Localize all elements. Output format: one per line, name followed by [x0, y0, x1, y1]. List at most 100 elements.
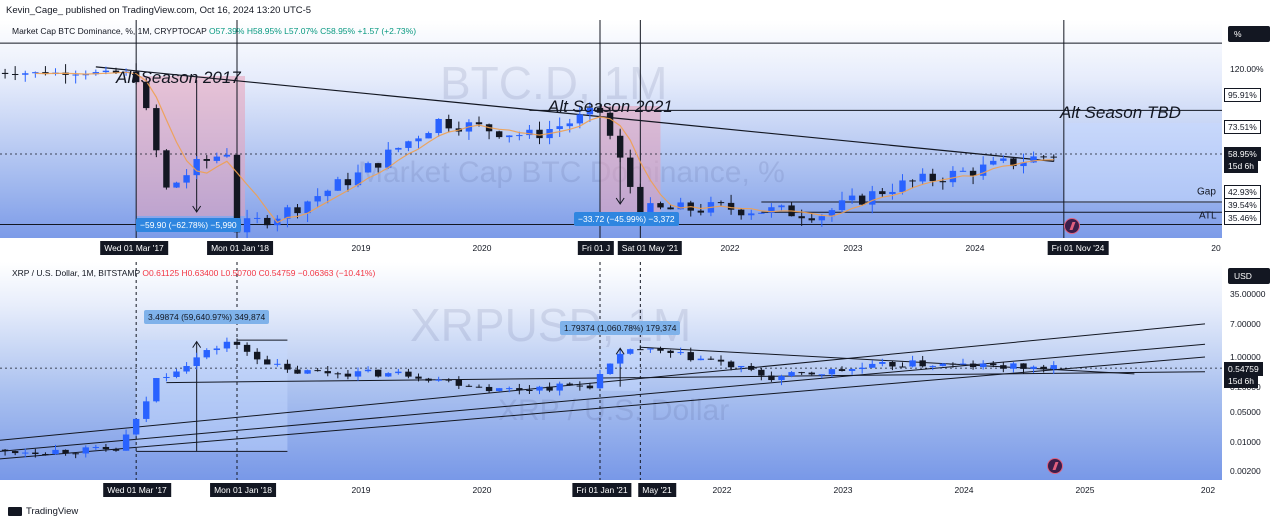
btc-candle-body [899, 180, 906, 192]
xrp-candle-body [22, 452, 29, 454]
btc-candle-body [939, 181, 947, 183]
xrp-candle-body [707, 358, 715, 360]
xrp-candle-body [929, 365, 936, 367]
xrp-candle-body [879, 362, 886, 364]
annotation-alt-season-tbd[interactable]: Alt Season TBD [1060, 103, 1181, 122]
btc-time-axis[interactable]: Wed 01 Mar '17 Mon 01 Jan '18 2019 2020 … [0, 238, 1222, 258]
xrp-candle-body [92, 446, 100, 448]
btc-countdown: 15d 6h [1224, 159, 1258, 173]
xrp-candle-body [374, 369, 382, 377]
xrp-candle-body [314, 370, 321, 372]
btc-xtick-nov24: Fri 01 Nov '24 [1047, 241, 1109, 255]
xrp-candle-body [395, 371, 402, 374]
annotation-alt-season-2021[interactable]: Alt Season 2021 [548, 97, 673, 116]
btc-measure-2017[interactable]: −59.90 (−62.78%) −5,990 [136, 218, 241, 232]
footer-brand: TradingView [26, 506, 79, 517]
xrp-candle-body [697, 358, 705, 361]
btc-symbol: Market Cap BTC Dominance, %, 1M, CRYPTOC… [12, 26, 207, 36]
btc-candle-body [818, 216, 826, 221]
annotation-alt-season-2017[interactable]: Alt Season 2017 [116, 68, 241, 87]
xrp-candle-body [233, 341, 241, 345]
btc-measure-2021[interactable]: −33.72 (−45.99%) −3,372 [574, 212, 679, 226]
btc-candle-body [566, 123, 573, 127]
xrp-candle-body [163, 376, 170, 379]
btc-candle-body [475, 122, 483, 125]
xrp-candle-body [455, 379, 463, 386]
xrp-candle-body [889, 362, 896, 367]
btc-measure-arrowhead-2021 [615, 197, 625, 205]
xrp-candle-body [425, 378, 432, 381]
btc-unit-button[interactable]: % [1228, 26, 1270, 42]
xrp-unit-button[interactable]: USD [1228, 268, 1270, 284]
btc-dominance-pane[interactable]: BTC.D, 1M Market Cap BTC Dominance, % Ma… [0, 20, 1280, 258]
xrp-ytick-001: 0.01000 [1230, 437, 1261, 447]
xrp-candle-body [627, 349, 634, 354]
xrp-candle-body [274, 363, 281, 365]
publisher-header: Kevin_Cage_ published on TradingView.com… [6, 5, 312, 16]
xrp-measure-2017[interactable]: 3.49874 (59,640.97%) 349,874 [144, 310, 270, 324]
xrp-candle-body [869, 363, 876, 368]
xrp-support-line [166, 371, 1206, 384]
xrp-time-axis[interactable]: Wed 01 Mar '17 Mon 01 Jan '18 2019 2020 … [0, 480, 1222, 500]
xrp-candle-body [536, 386, 543, 391]
btc-candle-body [395, 147, 402, 150]
xrp-watermark-name: XRP / U.S. Dollar [498, 394, 730, 427]
btc-chart-svg[interactable] [0, 20, 1222, 258]
xrp-candle-body [445, 379, 452, 381]
xrp-legend: XRP / U.S. Dollar, 1M, BITSTAMP O0.61125… [12, 268, 375, 278]
btc-candle-body [889, 191, 896, 195]
btc-candle-body [213, 156, 221, 161]
xrp-candle-body [415, 376, 422, 379]
xrp-candle-body [576, 385, 584, 387]
btc-candle-body [132, 71, 140, 83]
xrp-chart-svg[interactable] [0, 262, 1222, 500]
xrp-measure-2021[interactable]: 1.79374 (1,060.78%) 179,374 [560, 321, 681, 335]
btc-candle-body [758, 212, 765, 214]
btc-candle-body [364, 163, 372, 173]
xrp-candle-body [758, 369, 765, 376]
btc-candle-body [1030, 156, 1037, 163]
xrp-candle-body [243, 344, 251, 352]
xrp-candle-body [526, 389, 533, 391]
xrp-candle-body [506, 388, 513, 390]
xrpusd-pane[interactable]: XRPUSD, 1M XRP / U.S. Dollar XRP / U.S. … [0, 262, 1280, 500]
btc-watermark-name: Market Cap BTC Dominance, % [358, 156, 785, 189]
btc-xtick-20: 20 [1211, 243, 1221, 253]
btc-candle-body [243, 218, 251, 233]
xrp-candle-body [183, 366, 190, 372]
btc-candle-body [536, 129, 543, 139]
xrp-event-icon[interactable] [1047, 458, 1063, 474]
xrp-candle-body [485, 386, 493, 392]
btc-candle-body [1010, 158, 1017, 167]
btc-candle-body [253, 217, 261, 219]
btc-open: O57.39% [209, 26, 245, 36]
btc-candle-body [990, 160, 997, 165]
xrp-candle-body [1030, 366, 1037, 369]
xrp-candle-body [586, 385, 594, 389]
btc-candle-body [415, 138, 422, 142]
xrp-low: L0.50700 [220, 268, 257, 278]
btc-candle-body [909, 180, 916, 182]
btc-candle-body [344, 179, 352, 186]
btc-candle-body [506, 135, 513, 138]
xrp-xtick-2020: 2020 [472, 485, 492, 495]
btc-candle-body [143, 82, 150, 109]
btc-candle-body [798, 216, 805, 219]
btc-candle-body [869, 191, 876, 205]
xrp-candle-body [334, 373, 342, 375]
btc-candle-body [284, 207, 291, 219]
xrp-candle-body [657, 348, 664, 351]
btc-candle-body [334, 179, 342, 191]
btc-candle-body [526, 129, 533, 136]
xrp-close: C0.54759 [258, 268, 296, 278]
btc-event-icon[interactable] [1064, 218, 1080, 234]
xrp-candle-body [143, 401, 150, 419]
btc-xtick-2020: 2020 [472, 243, 492, 253]
xrp-candle-body [405, 371, 412, 377]
xrp-candle-body [717, 359, 725, 362]
btc-low: L57.07% [284, 26, 318, 36]
btc-level-42: 42.93% [1224, 185, 1261, 199]
btc-change: +1.57 (+2.73%) [357, 26, 417, 36]
xrp-candle-body [566, 383, 573, 386]
xrp-candle-body [546, 386, 553, 391]
